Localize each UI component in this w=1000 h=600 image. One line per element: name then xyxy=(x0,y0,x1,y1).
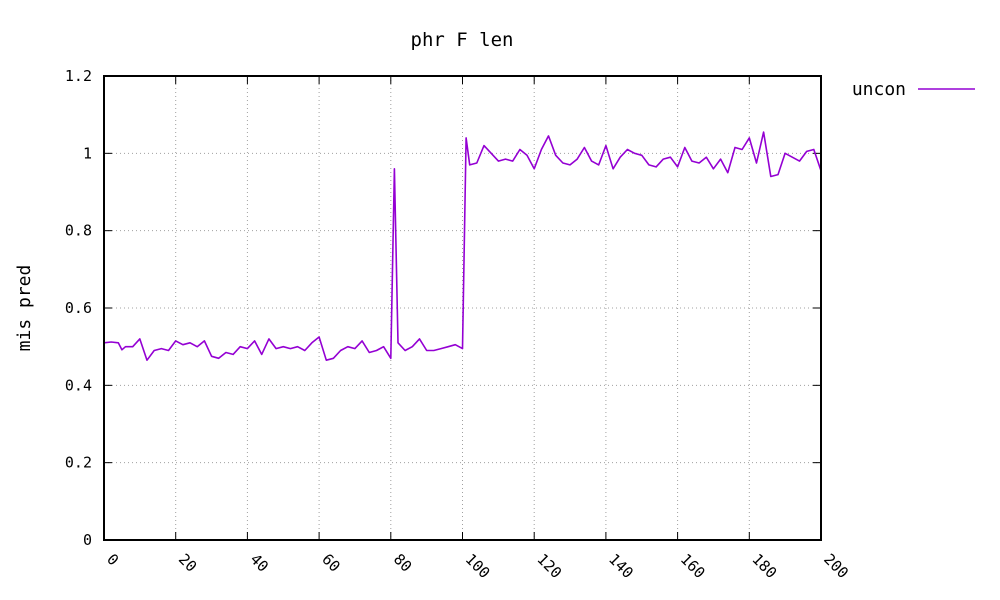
y-tick-label: 0.4 xyxy=(65,376,92,394)
x-tick-label: 100 xyxy=(462,550,494,582)
legend-label: uncon xyxy=(852,79,906,100)
y-axis-label: mis pred xyxy=(14,265,35,352)
x-tick-label: 60 xyxy=(318,550,344,576)
x-tick-label: 140 xyxy=(605,550,637,582)
x-tick-label: 180 xyxy=(748,550,780,582)
x-tick-label: 80 xyxy=(390,550,416,576)
x-tick-label: 120 xyxy=(533,550,565,582)
series-line-uncon xyxy=(103,131,822,362)
chart-title: phr F len xyxy=(411,29,514,51)
y-tick-label: 0 xyxy=(83,531,92,549)
x-tick-label: 160 xyxy=(677,550,709,582)
x-tick-label: 0 xyxy=(103,550,122,569)
x-tick-label: 20 xyxy=(175,550,201,576)
x-tick-label: 200 xyxy=(820,550,852,582)
y-tick-label: 0.2 xyxy=(65,454,92,472)
y-tick-label: 0.8 xyxy=(65,222,92,240)
axis-ticks: 0 0.2 0.4 0.6 0.8 1 1.2 0 20 40 60 80 100 120 140 160 18… xyxy=(65,67,852,582)
legend: uncon xyxy=(852,79,975,100)
y-tick-label: 1 xyxy=(83,144,92,162)
y-tick-label: 0.6 xyxy=(65,299,92,317)
x-tick-label: 40 xyxy=(247,550,273,576)
y-tick-label: 1.2 xyxy=(65,67,92,85)
plot-frame xyxy=(103,75,822,541)
series-layer xyxy=(103,131,822,362)
